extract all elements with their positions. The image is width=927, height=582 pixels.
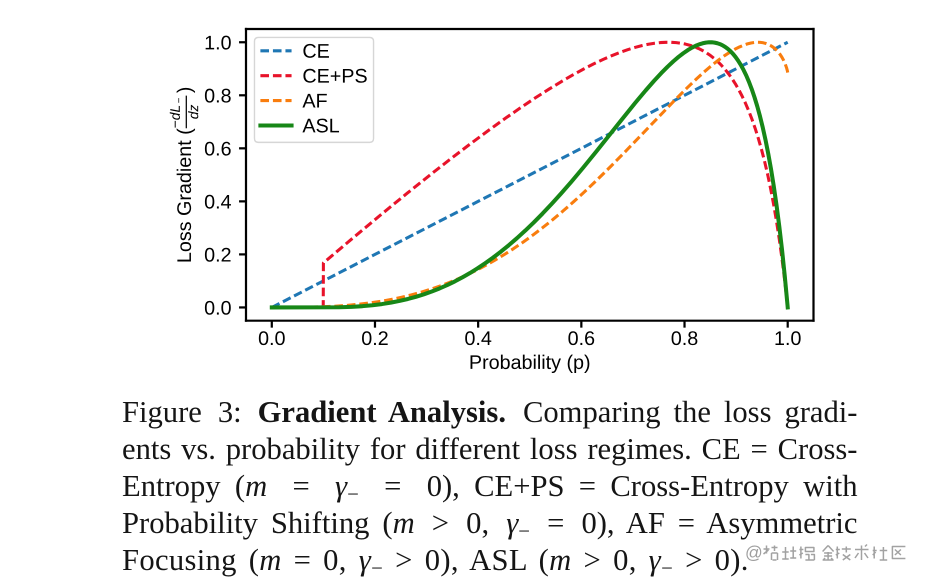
svg-text:@: @ xyxy=(745,543,763,563)
